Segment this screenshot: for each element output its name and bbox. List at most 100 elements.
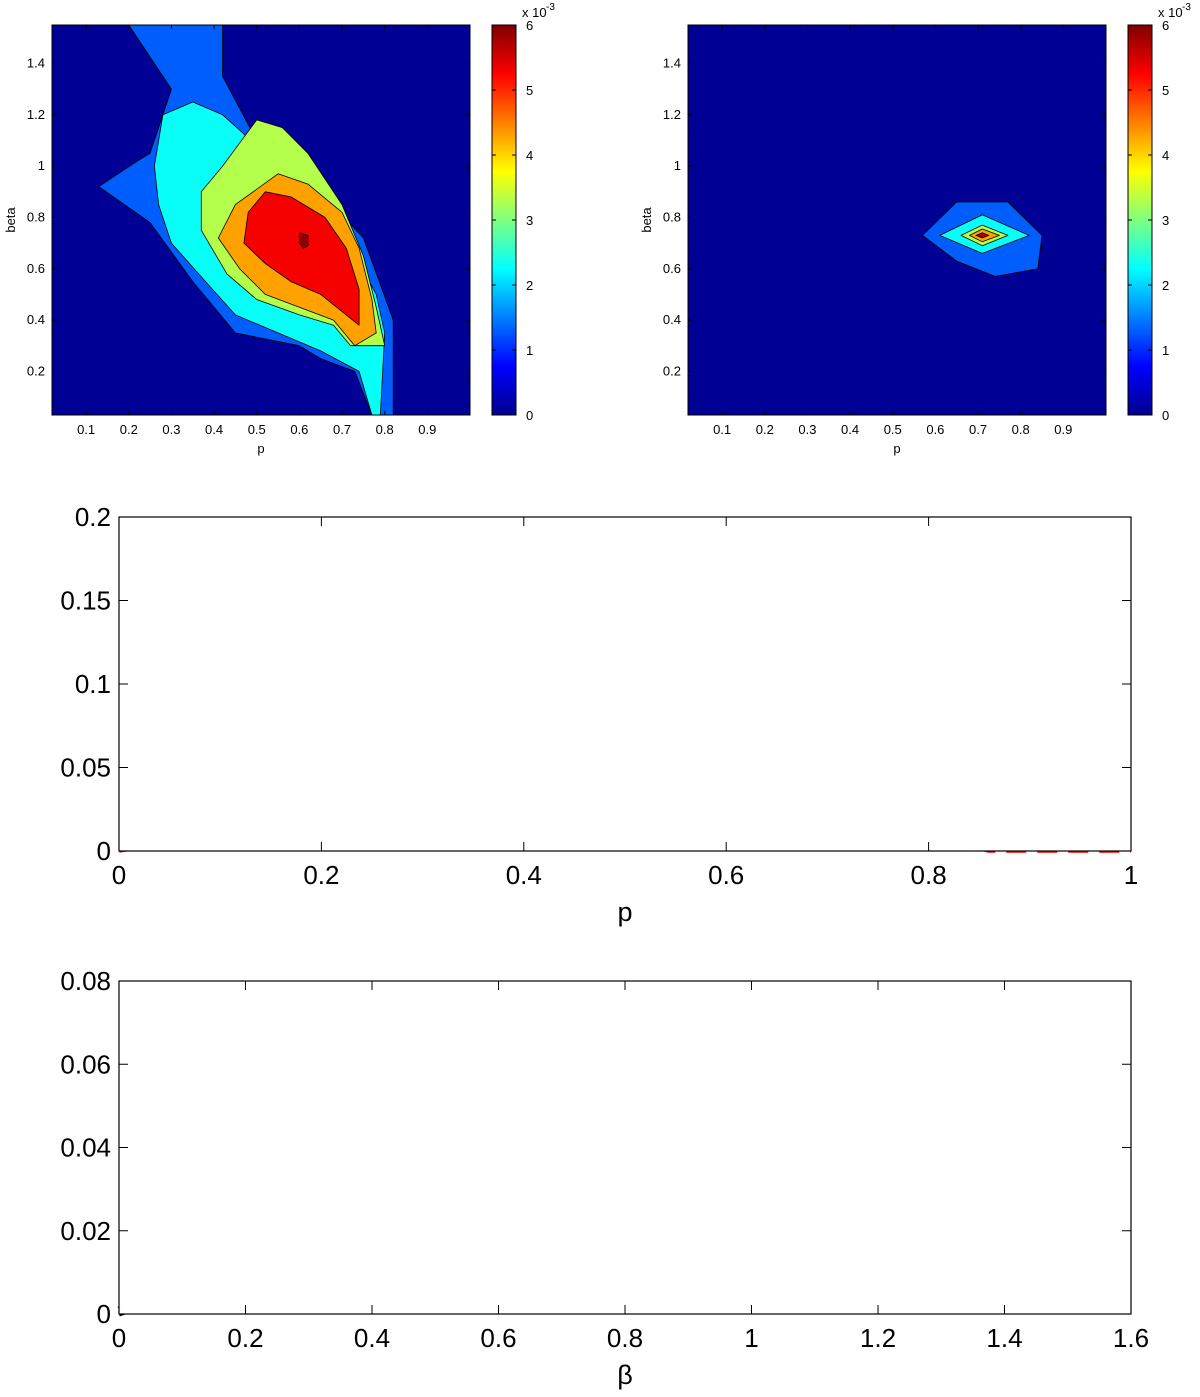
contour-axes: 0.1 0.2 0.3 0.4 0.5 0.6 0.7 0.8 0.9 0.2 0.4 0.6 0.8 1… <box>27 24 471 437</box>
x-tick-label: 0.8 <box>607 1323 643 1353</box>
x-tick-label: 1 <box>1124 860 1138 890</box>
contour-chart-left: 0.1 0.2 0.3 0.4 0.5 0.6 0.7 0.8 0.9 0.2 0.4 0.6 0.8 1… <box>3 2 555 456</box>
x-tick-label: 0.2 <box>120 422 138 437</box>
x-tick-label: 0.6 <box>708 860 744 890</box>
y-tick-label: 0.15 <box>60 586 111 616</box>
colorbar-tick-label: 2 <box>1162 278 1169 293</box>
colorbar-exponent: -3 <box>546 2 555 13</box>
y-tick-label: 0.1 <box>75 669 111 699</box>
colorbar-exponent: -3 <box>1182 2 1191 13</box>
y-tick-label: 1.4 <box>27 55 45 70</box>
colorbar-tick-label: 3 <box>526 213 533 228</box>
x-tick-label: 0.2 <box>756 422 774 437</box>
x-tick-label: 0.1 <box>77 422 95 437</box>
x-tick-label: 0.4 <box>506 860 542 890</box>
x-tick-label: 0.2 <box>227 1323 263 1353</box>
x-tick-label: 0.5 <box>248 422 266 437</box>
colorbar-multiplier: x 10 <box>1158 5 1183 20</box>
y-tick-label: 0.6 <box>663 261 681 276</box>
x-tick-label: 0.2 <box>303 860 339 890</box>
x-tick-label: 0 <box>112 860 126 890</box>
colorbar-tick-label: 6 <box>526 18 533 33</box>
contour-plot-area <box>688 25 1106 415</box>
x-tick-label: 0.8 <box>1012 422 1030 437</box>
x-tick-label: 0.3 <box>798 422 816 437</box>
y-tick-label: 0.2 <box>75 502 111 532</box>
y-tick-label: 0.04 <box>60 1133 111 1163</box>
x-tick-label: 0.4 <box>841 422 859 437</box>
contour-background <box>688 25 1106 415</box>
x-tick-label: 0.4 <box>354 1323 390 1353</box>
y-tick-label: 0 <box>97 1299 111 1329</box>
y-tick-label: 1 <box>674 158 681 173</box>
axes-frame <box>687 24 1107 416</box>
colorbar-tick-label: 0 <box>1162 408 1169 423</box>
line-chart-beta: 0 0.2 0.4 0.6 0.8 1 1.2 1.4 1.6 0 0.02 0.04 0.06 0.08… <box>60 966 1149 1390</box>
colorbar-tick-label: 1 <box>1162 343 1169 358</box>
y-axis-label: beta <box>3 207 18 233</box>
y-tick-label: 0 <box>97 836 111 866</box>
y-tick-label: 1.2 <box>663 107 681 122</box>
colorbar: 0 1 2 3 4 5 6x 10 -3 <box>1127 2 1191 423</box>
colorbar: 0 1 2 3 4 5 6x 10 -3 <box>491 2 555 423</box>
x-tick-label: 1 <box>744 1323 758 1353</box>
axes-frame <box>118 980 1132 1315</box>
x-tick-label: 0.8 <box>911 860 947 890</box>
x-tick-label: 0.6 <box>290 422 308 437</box>
x-tick-label: 0.5 <box>884 422 902 437</box>
x-tick-label: 0.7 <box>969 422 987 437</box>
x-tick-label: 1.4 <box>986 1323 1022 1353</box>
axes-frame <box>51 24 471 416</box>
y-tick-label: 0.8 <box>663 209 681 224</box>
colorbar-tick-label: 4 <box>1162 148 1169 163</box>
colorbar-tick-label: 0 <box>526 408 533 423</box>
y-axis-label: beta <box>639 207 654 233</box>
x-tick-label: 0.9 <box>1054 422 1072 437</box>
contour-level-6 <box>298 232 309 249</box>
y-tick-label: 0.02 <box>60 1216 111 1246</box>
y-tick-label: 0.6 <box>27 261 45 276</box>
y-tick-label: 1 <box>38 158 45 173</box>
y-tick-label: 0.08 <box>60 966 111 996</box>
x-axis-label: p <box>617 897 632 927</box>
colorbar-tick-label: 5 <box>1162 83 1169 98</box>
colorbar-tick-label: 4 <box>526 148 533 163</box>
contour-chart-right: 0.1 0.2 0.3 0.4 0.5 0.6 0.7 0.8 0.9 0.2 0.4 0.6 0.8 1… <box>639 2 1191 456</box>
colorbar-multiplier: x 10 <box>522 5 547 20</box>
colorbar-tick-label: 3 <box>1162 213 1169 228</box>
x-tick-label: 0.3 <box>162 422 180 437</box>
colorbar-tick-label: 2 <box>526 278 533 293</box>
contour-level-5 <box>975 232 990 239</box>
x-tick-label: 0 <box>112 1323 126 1353</box>
y-tick-label: 0.4 <box>663 312 681 327</box>
colorbar-tick-label: 1 <box>526 343 533 358</box>
x-tick-label: 0.6 <box>926 422 944 437</box>
x-tick-label: 0.9 <box>418 422 436 437</box>
axes-frame <box>118 516 1132 852</box>
x-tick-label: 0.1 <box>713 422 731 437</box>
y-tick-label: 0.05 <box>60 753 111 783</box>
contour-plot-area <box>52 24 470 416</box>
y-tick-label: 0.4 <box>27 312 45 327</box>
y-tick-label: 0.2 <box>27 363 45 378</box>
y-tick-label: 1.2 <box>27 107 45 122</box>
colorbar-tick-label: 6 <box>1162 18 1169 33</box>
y-tick-label: 0.8 <box>27 209 45 224</box>
x-axis-label: p <box>257 441 264 456</box>
x-tick-label: 1.6 <box>1113 1323 1149 1353</box>
colorbar-tick-label: 5 <box>526 83 533 98</box>
x-tick-label: 0.6 <box>480 1323 516 1353</box>
x-tick-label: 1.2 <box>860 1323 896 1353</box>
y-tick-label: 0.06 <box>60 1049 111 1079</box>
x-tick-label: 0.4 <box>205 422 223 437</box>
contour-axes: 0.1 0.2 0.3 0.4 0.5 0.6 0.7 0.8 0.9 0.2 0.4 0.6 0.8 1… <box>663 24 1107 437</box>
line-chart-p: 0 0.2 0.4 0.6 0.8 1 0 0.05 0.1 0.15 0.2 p <box>60 502 1138 927</box>
y-tick-label: 0.2 <box>663 363 681 378</box>
line-axes: 0 0.2 0.4 0.6 0.8 1 0 0.05 0.1 0.15 0.2 <box>60 502 1138 890</box>
x-axis-label: p <box>893 441 900 456</box>
x-tick-label: 0.7 <box>333 422 351 437</box>
contour-level-5 <box>243 191 360 326</box>
x-tick-label: 0.8 <box>376 422 394 437</box>
line-axes: 0 0.2 0.4 0.6 0.8 1 1.2 1.4 1.6 0 0.02 0.04 0.06 0.08 <box>60 966 1149 1353</box>
